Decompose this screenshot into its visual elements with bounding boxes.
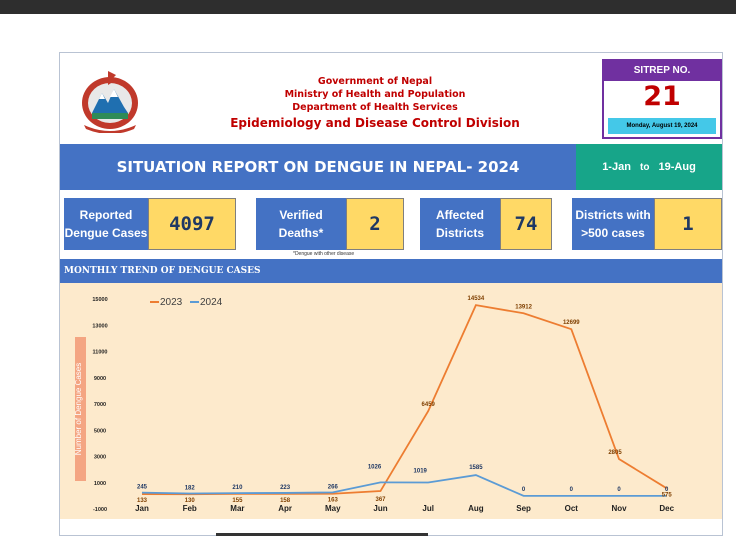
data-label-2023: 12699 — [563, 320, 580, 326]
data-label-2024: 0 — [617, 487, 621, 493]
x-tick-label: Apr — [278, 504, 292, 513]
series-line-2024 — [141, 474, 667, 497]
kpi-reported-cases: Reported Dengue Cases 4097 — [64, 198, 236, 250]
x-tick-label: Mar — [230, 504, 244, 513]
y-tick-label: 3000 — [94, 455, 106, 461]
x-tick-label: Jan — [135, 504, 149, 513]
kpi-label: Affected Districts — [435, 208, 485, 240]
y-tick-label: 13000 — [92, 323, 107, 329]
kpi-verified-deaths: Verified Deaths* 2 — [256, 198, 404, 250]
deaths-footnote: *Dengue with other disease — [293, 251, 355, 257]
series-line-2023 — [141, 304, 668, 496]
data-label-2023: 575 — [662, 492, 673, 498]
x-tick-label: Dec — [659, 504, 674, 513]
kpi-label: Reported Dengue Cases — [64, 208, 148, 240]
data-label-2023: 367 — [375, 497, 386, 503]
report-page: Government of Nepal Ministry of Health a… — [59, 52, 723, 536]
data-label-2024: 182 — [185, 485, 196, 491]
y-tick-label: 9000 — [94, 376, 106, 382]
kpi-value: 2 — [346, 198, 404, 250]
x-tick-label: Nov — [611, 504, 627, 513]
x-tick-label: Sep — [516, 504, 531, 513]
data-label-2024: 1026 — [368, 464, 382, 470]
gov-line-1: Government of Nepal — [317, 76, 433, 87]
data-label-2024: 223 — [280, 485, 291, 491]
gov-line-2: Ministry of Health and Population — [284, 89, 466, 100]
dengue-trend-chart: Number of Dengue Cases -1000 1000 3000 5000 7… — [74, 296, 675, 513]
y-axis-title: Number of Dengue Cases — [74, 363, 83, 456]
data-label-2023: 2805 — [608, 450, 622, 456]
data-label-2023: 14534 — [468, 296, 485, 302]
government-header: Government of Nepal Ministry of Health a… — [220, 75, 530, 131]
data-label-2023: 133 — [137, 498, 148, 504]
kpi-value: 4097 — [148, 198, 236, 250]
data-label-2023: 6459 — [422, 402, 436, 408]
trend-chart-area: Number of Dengue Cases -1000 1000 3000 5000 7… — [60, 283, 722, 519]
data-label-2023: 13912 — [515, 304, 532, 310]
y-tick-label: -1000 — [93, 507, 107, 513]
y-tick-label: 5000 — [94, 428, 106, 434]
report-title: SITUATION REPORT ON DENGUE IN NEPAL- 202… — [60, 144, 576, 190]
data-label-2024: 266 — [328, 484, 339, 490]
sitrep-number: 21 — [643, 81, 681, 112]
data-label-2024: 0 — [665, 487, 669, 493]
kpi-label: Verified Deaths* — [278, 208, 324, 240]
x-tick-label: May — [325, 504, 341, 513]
data-label-2024: 1019 — [414, 469, 428, 475]
x-tick-label: Feb — [183, 504, 197, 513]
nepal-emblem-icon — [82, 71, 138, 133]
legend-label-2023: 2023 — [160, 297, 183, 308]
range-from: 1-Jan — [602, 161, 631, 173]
data-label-2023: 130 — [185, 498, 196, 504]
y-tick-label: 15000 — [92, 297, 107, 303]
kpi-label: Districts with >500 cases — [575, 208, 651, 240]
data-label-2024: 210 — [232, 485, 243, 491]
data-label-2024: 0 — [570, 487, 574, 493]
y-axis-title-background — [75, 337, 86, 481]
x-tick-label: Jul — [422, 504, 434, 513]
data-label-2024: 245 — [137, 485, 148, 491]
data-label-2024: 0 — [522, 487, 526, 493]
legend-label-2024: 2024 — [200, 297, 223, 308]
range-to-word: to — [640, 162, 650, 173]
date-range: 1-Jan to 19-Aug — [576, 144, 722, 190]
y-tick-label: 11000 — [93, 350, 108, 356]
data-label-2023: 155 — [232, 498, 243, 504]
kpi-affected-districts: Affected Districts 74 — [420, 198, 552, 250]
x-tick-label: Jun — [373, 504, 387, 513]
kpi-districts-over-500: Districts with >500 cases 1 — [572, 198, 722, 250]
range-to: 19-Aug — [658, 161, 696, 173]
data-label-2023: 158 — [280, 498, 291, 504]
window-top-bar — [0, 0, 736, 14]
sitrep-box: SITREP NO. 21 Monday, August 19, 2024 — [602, 59, 722, 139]
data-label-2024: 1585 — [469, 465, 483, 471]
y-tick-label: 1000 — [94, 481, 106, 487]
section-title: MONTHLY TREND OF DENGUE CASES — [60, 259, 722, 283]
x-tick-label: Aug — [468, 504, 484, 513]
kpi-value: 74 — [500, 198, 552, 250]
y-tick-label: 7000 — [94, 402, 106, 408]
sitrep-label: SITREP NO. — [604, 61, 720, 81]
data-label-2023: 163 — [328, 498, 339, 504]
division-title: Epidemiology and Disease Control Divisio… — [230, 116, 520, 130]
x-tick-label: Oct — [565, 504, 579, 513]
scroll-indicator — [216, 533, 428, 536]
sitrep-date: Monday, August 19, 2024 — [608, 118, 716, 134]
kpi-value: 1 — [654, 198, 722, 250]
gov-line-3: Department of Health Services — [292, 102, 458, 113]
